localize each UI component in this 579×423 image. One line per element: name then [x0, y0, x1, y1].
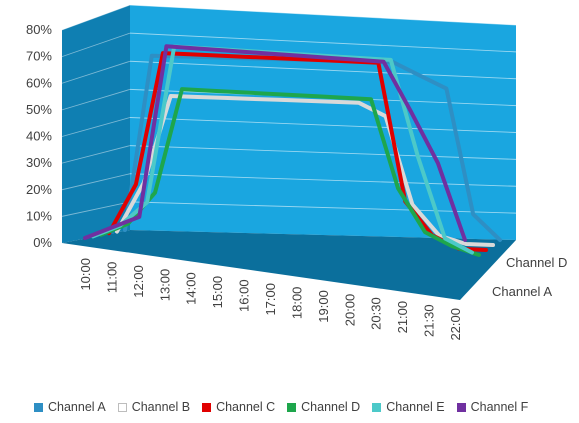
legend-swatch [372, 402, 382, 412]
y-axis-ticks: 0% 10% 20% 30% 40% 50% 60% 70% 80% [26, 22, 52, 250]
legend-swatch [456, 402, 466, 412]
x-tick-label: 14:00 [184, 272, 199, 305]
y-tick-label: 70% [26, 49, 52, 64]
x-tick-label: 21:00 [395, 301, 410, 334]
chart-floor [62, 230, 516, 300]
legend-label: Channel C [216, 400, 276, 414]
x-tick-label: 15:00 [210, 276, 225, 309]
legend-item-channel-f: Channel F [456, 400, 529, 414]
gridline [129, 201, 517, 214]
legend-swatch [117, 402, 127, 412]
x-tick-label: 20:30 [369, 297, 384, 330]
gridline [129, 173, 517, 187]
legend-label: Channel F [470, 400, 529, 414]
chart-back-wall [130, 5, 516, 240]
gridline [61, 145, 131, 164]
x-tick-label: 17:00 [263, 283, 278, 316]
x-tick-label: 22:00 [448, 308, 463, 341]
x-tick-label: 19:00 [316, 290, 331, 323]
gridline [129, 60, 517, 80]
x-tick-label: 10:00 [78, 258, 93, 291]
gridline [61, 60, 131, 84]
depth-label-back: Channel A [492, 284, 552, 299]
x-tick-label: 18:00 [289, 287, 304, 320]
series-line-channel-d [99, 87, 481, 257]
legend-item-channel-c: Channel C [202, 400, 275, 414]
chart-side-wall [62, 5, 130, 243]
legend-item-channel-d: Channel D [287, 400, 360, 414]
gridline [61, 4, 131, 31]
legend-item-channel-e: Channel E [372, 400, 445, 414]
legend-label: Channel A [48, 400, 106, 414]
gridline [61, 173, 131, 191]
legend-swatch [202, 402, 212, 412]
gridline [61, 88, 131, 111]
legend-label: Channel B [131, 400, 191, 414]
legend-swatch [287, 402, 297, 412]
legend-label: Channel D [301, 400, 361, 414]
x-tick-label: 12:00 [131, 265, 146, 298]
gridline [61, 117, 131, 137]
gridline [129, 4, 517, 26]
x-tick-label: 13:00 [157, 269, 172, 302]
series-lines [83, 44, 502, 257]
x-tick-label: 21:30 [422, 304, 437, 337]
y-tick-label: 40% [26, 129, 52, 144]
y-tick-label: 50% [26, 102, 52, 117]
y-tick-label: 30% [26, 155, 52, 170]
y-tick-label: 10% [26, 208, 52, 223]
legend-item-channel-b: Channel B [117, 400, 191, 414]
legend-label: Channel E [386, 400, 445, 414]
x-tick-label: 11:00 [104, 262, 119, 294]
gridline [129, 117, 517, 133]
gridline [129, 145, 517, 160]
depth-label-front: Channel D [506, 255, 567, 270]
y-tick-label: 60% [26, 75, 52, 90]
legend: Channel A Channel B Channel C Channel D … [34, 400, 579, 414]
y-tick-label: 0% [33, 235, 52, 250]
gridline [61, 32, 131, 58]
gridline [61, 201, 131, 217]
x-axis-ticks: 10:00 11:00 12:00 13:00 14:00 15:00 16:00 17:00… [78, 258, 463, 341]
y-tick-label: 20% [26, 182, 52, 197]
series-line-channel-f [83, 44, 467, 242]
y-tick-label: 80% [26, 22, 52, 37]
x-tick-label: 16:00 [237, 279, 252, 312]
x-tick-label: 20:00 [342, 294, 357, 327]
legend-item-channel-a: Channel A [34, 400, 106, 414]
legend-swatch [34, 402, 43, 412]
gridline [129, 32, 517, 53]
